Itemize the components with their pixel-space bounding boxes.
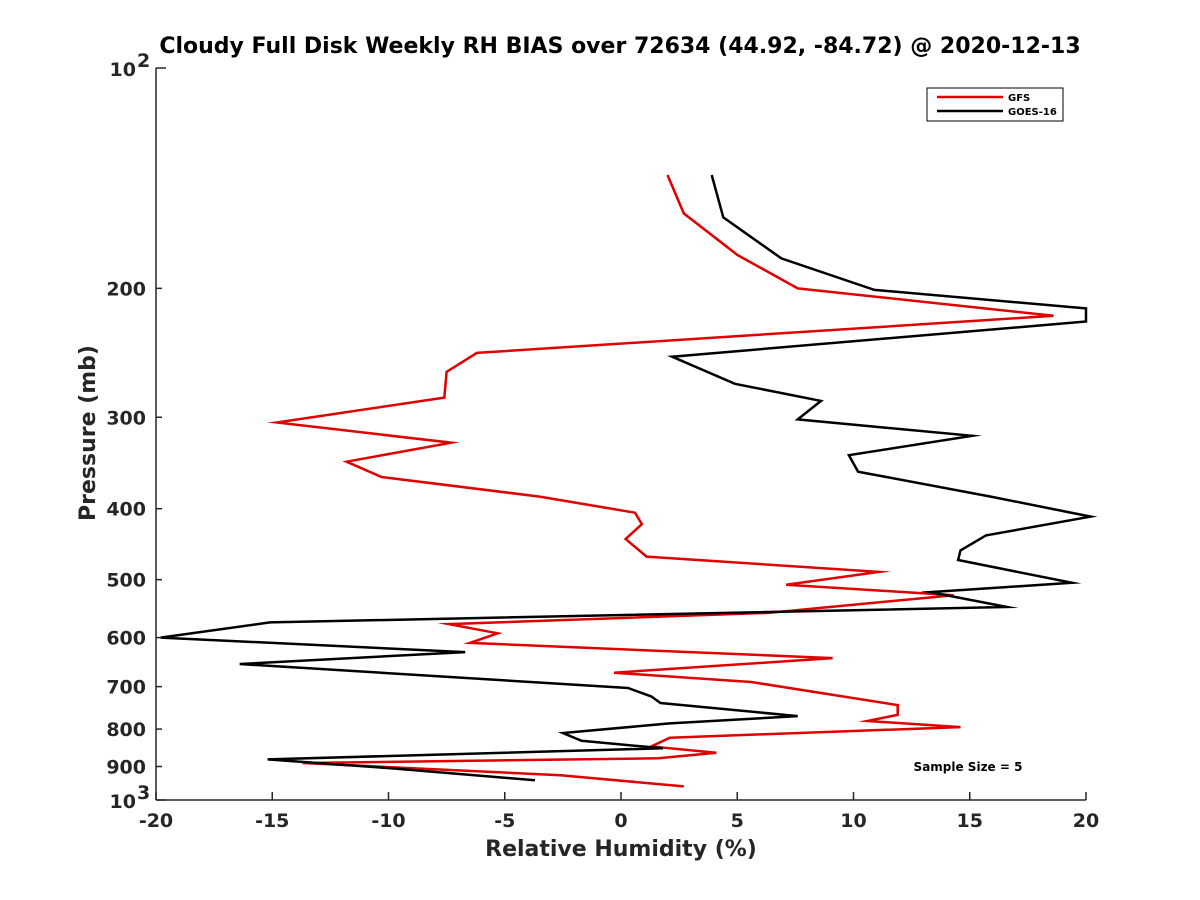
y-tick-label-power: 10 [110, 59, 136, 81]
ticks-layer: -20 -15 -10 -5 0 5 10 15 20 200 300 400 500 600 700 800… [106, 50, 1099, 832]
x-tick-label: -15 [255, 810, 289, 832]
x-axis-label: Relative Humidity (%) [485, 837, 757, 862]
x-tick-label: 0 [614, 810, 627, 832]
legend-box [926, 87, 1064, 122]
y-tick-label: 700 [106, 677, 146, 699]
y-tick-label-power: 10 [110, 791, 136, 813]
chart-title: Cloudy Full Disk Weekly RH BIAS over 726… [159, 34, 1080, 59]
series-line-gfs [267, 174, 1054, 788]
x-tick-label: 20 [1073, 810, 1099, 832]
y-tick-exponent: 3 [137, 782, 150, 804]
legend-entries: GFS GOES-16 [937, 93, 1057, 118]
legend-label: GFS [1008, 93, 1030, 104]
x-tick-label: -10 [371, 810, 405, 832]
x-tick-label: 5 [731, 810, 744, 832]
x-tick-label: 10 [840, 810, 866, 832]
legend: GFS GOES-16 [926, 87, 1064, 122]
sample-size-annotation: Sample Size = 5 [914, 760, 1023, 774]
x-tick-label: -20 [139, 810, 173, 832]
legend-label: GOES-16 [1008, 107, 1057, 118]
y-tick-exponent: 2 [137, 50, 150, 72]
y-tick-label: 500 [106, 570, 146, 592]
y-tick-label: 200 [106, 278, 146, 300]
y-tick-label: 300 [106, 407, 146, 429]
x-tick-label: -5 [494, 810, 515, 832]
y-tick-label: 900 [106, 757, 146, 779]
y-axis-label: Pressure (mb) [76, 345, 101, 521]
series-line-goes-16 [160, 174, 1098, 782]
x-tick-label: 15 [957, 810, 983, 832]
y-tick-label: 400 [106, 499, 146, 521]
series-layer [160, 174, 1098, 788]
y-tick-label: 600 [106, 628, 146, 650]
y-tick-label: 800 [106, 719, 146, 741]
